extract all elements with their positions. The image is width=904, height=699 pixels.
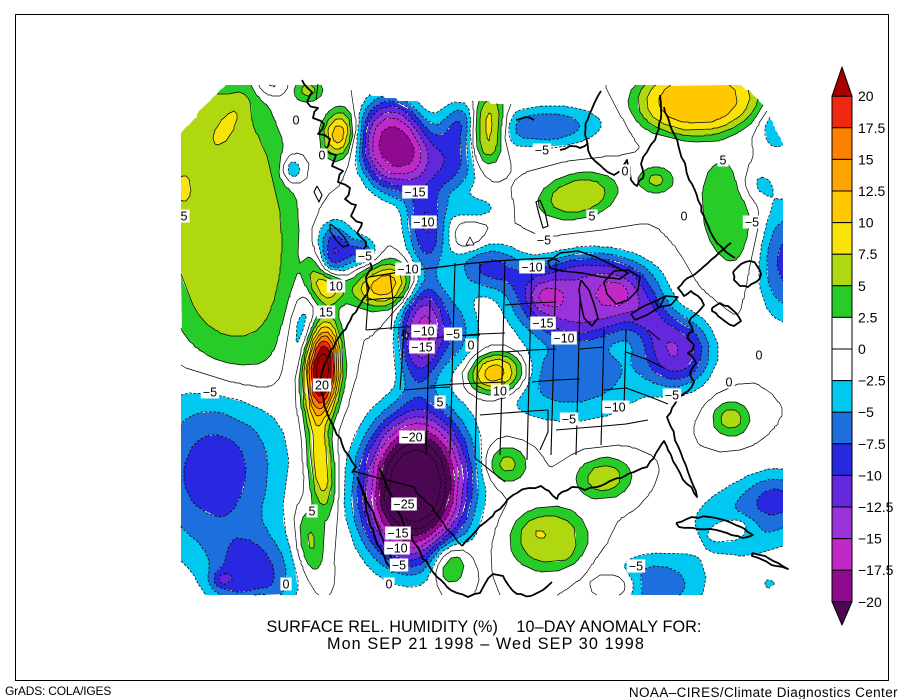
svg-text:−10: −10 (604, 401, 625, 415)
svg-text:−20: −20 (858, 594, 882, 610)
svg-text:−10: −10 (413, 216, 434, 230)
svg-text:−15: −15 (387, 527, 408, 541)
svg-text:−10: −10 (858, 467, 882, 483)
svg-text:5: 5 (720, 154, 727, 168)
svg-text:−15: −15 (532, 317, 553, 331)
svg-text:NOAA–CIRES/Climate Diagnostics: NOAA–CIRES/Climate Diagnostics Center (629, 685, 898, 699)
svg-text:−17.5: −17.5 (858, 562, 894, 578)
svg-text:10: 10 (329, 280, 343, 294)
svg-text:15: 15 (319, 306, 333, 320)
svg-text:−2.5: −2.5 (858, 373, 886, 389)
svg-text:17.5: 17.5 (858, 120, 885, 136)
svg-text:GrADS: COLA/IGES: GrADS: COLA/IGES (5, 684, 111, 698)
svg-text:0: 0 (726, 376, 733, 390)
svg-text:0: 0 (319, 149, 326, 163)
svg-text:−12.5: −12.5 (858, 499, 894, 515)
svg-text:20: 20 (858, 88, 874, 104)
svg-text:7.5: 7.5 (858, 246, 878, 262)
svg-text:2.5: 2.5 (858, 309, 878, 325)
svg-text:Mon SEP 21 1998 – Wed SEP 30 1: Mon SEP 21 1998 – Wed SEP 30 1998 (327, 635, 645, 653)
svg-text:0: 0 (468, 339, 475, 353)
svg-text:5: 5 (858, 278, 866, 294)
svg-text:0: 0 (283, 578, 290, 592)
svg-text:−10: −10 (553, 332, 574, 346)
svg-text:−25: −25 (393, 498, 414, 512)
svg-text:15: 15 (858, 151, 874, 167)
svg-text:−10: −10 (521, 261, 542, 275)
svg-text:−20: −20 (401, 431, 422, 445)
svg-text:−5: −5 (858, 404, 874, 420)
svg-text:−10: −10 (386, 542, 407, 556)
svg-text:−5: −5 (392, 559, 406, 573)
svg-text:−15: −15 (404, 186, 425, 200)
svg-text:−5: −5 (629, 560, 643, 574)
svg-text:−5: −5 (537, 234, 551, 248)
svg-text:−10: −10 (397, 263, 418, 277)
svg-text:−5: −5 (665, 389, 679, 403)
svg-text:5: 5 (309, 505, 316, 519)
svg-text:20: 20 (315, 379, 329, 393)
svg-text:−5: −5 (446, 328, 460, 342)
svg-text:5: 5 (181, 210, 188, 224)
svg-text:−7.5: −7.5 (858, 436, 886, 452)
svg-text:10: 10 (858, 215, 874, 231)
svg-text:−5: −5 (745, 216, 759, 230)
svg-text:0: 0 (622, 165, 629, 179)
svg-text:0: 0 (293, 114, 300, 128)
svg-text:−15: −15 (858, 531, 882, 547)
svg-text:−5: −5 (358, 250, 372, 264)
svg-text:0: 0 (858, 341, 866, 357)
svg-text:−10: −10 (413, 325, 434, 339)
svg-text:0: 0 (756, 349, 763, 363)
svg-text:SURFACE REL. HUMIDITY (%) 1: SURFACE REL. HUMIDITY (%) 10–DAY ANOMALY… (266, 618, 701, 636)
svg-text:5: 5 (589, 210, 596, 224)
svg-text:−5: −5 (203, 386, 217, 400)
svg-text:0: 0 (386, 578, 393, 592)
svg-text:10: 10 (493, 385, 507, 399)
svg-text:12.5: 12.5 (858, 183, 885, 199)
svg-text:0: 0 (681, 210, 688, 224)
svg-text:5: 5 (437, 396, 444, 410)
svg-text:−5: −5 (562, 413, 576, 427)
svg-text:−5: −5 (535, 144, 549, 158)
svg-text:−15: −15 (411, 341, 432, 355)
